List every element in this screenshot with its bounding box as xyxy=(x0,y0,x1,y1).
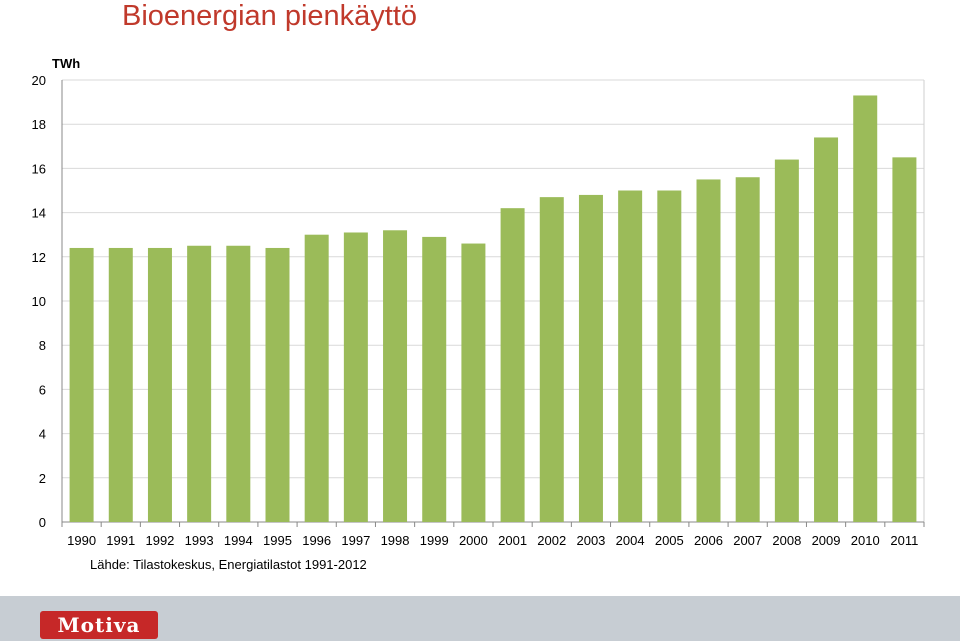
y-tick-label: 14 xyxy=(32,206,46,221)
x-tick-label: 1998 xyxy=(381,533,410,548)
x-tick-label: 2004 xyxy=(616,533,645,548)
x-tick-label: 2005 xyxy=(655,533,684,548)
x-tick-label: 2002 xyxy=(537,533,566,548)
bar xyxy=(343,232,368,523)
bar xyxy=(892,157,917,522)
x-tick-label: 1995 xyxy=(263,533,292,548)
bar xyxy=(108,247,133,522)
y-tick-label: 6 xyxy=(39,382,46,397)
y-tick-label: 18 xyxy=(32,117,46,132)
y-tick-label: 2 xyxy=(39,471,46,486)
motiva-logo[interactable]: Motiva xyxy=(40,611,158,639)
bar-chart: 0 2 4 6 8 10 12 14 16 18 20 1990 1991 1992 1993 1994 199… xyxy=(32,73,925,548)
x-tick-label: 1997 xyxy=(341,533,370,548)
bar xyxy=(735,177,760,523)
y-tick-label: 12 xyxy=(32,250,46,265)
x-tick-label: 1999 xyxy=(420,533,449,548)
x-tick-label: 2001 xyxy=(498,533,527,548)
y-tick-label: 16 xyxy=(32,161,46,176)
bar xyxy=(578,194,603,523)
x-tick-label: 2011 xyxy=(890,533,918,548)
x-tick-label: 2000 xyxy=(459,533,488,548)
bar xyxy=(539,197,564,522)
chart-title: Bioenergian pienkäyttö xyxy=(122,0,418,32)
bar xyxy=(226,245,251,522)
bar xyxy=(187,245,212,522)
x-tick-label: 1991 xyxy=(106,533,135,548)
bar xyxy=(814,137,839,522)
y-tick-label: 0 xyxy=(39,515,46,530)
x-tick-label: 1996 xyxy=(302,533,331,548)
y-tick-label: 8 xyxy=(39,338,46,353)
bar xyxy=(147,247,172,522)
bar xyxy=(657,190,682,522)
x-tick-label: 1990 xyxy=(67,533,96,548)
bar xyxy=(618,190,643,522)
bar xyxy=(304,234,329,522)
x-tick-label: 1994 xyxy=(224,533,253,548)
bar xyxy=(265,247,290,522)
x-tick-label: 2008 xyxy=(772,533,801,548)
x-tick-label: 1993 xyxy=(185,533,214,548)
bar xyxy=(500,208,525,522)
bar xyxy=(853,95,878,522)
x-tick-label: 2006 xyxy=(694,533,723,548)
logo-text: Motiva xyxy=(57,613,141,637)
bar xyxy=(69,247,94,522)
x-tick-label: 2007 xyxy=(733,533,762,548)
source-note: Lähde: Tilastokeskus, Energiatilastot 19… xyxy=(90,557,367,572)
bar xyxy=(383,230,408,522)
x-tick-label: 2010 xyxy=(851,533,880,548)
bar xyxy=(461,243,486,523)
bar xyxy=(422,236,447,522)
y-axis-unit: TWh xyxy=(52,56,81,71)
x-tick-label: 2003 xyxy=(576,533,605,548)
y-tick-label: 4 xyxy=(39,427,46,442)
x-tick-label: 2009 xyxy=(812,533,841,548)
y-tick-label: 20 xyxy=(32,73,46,88)
y-tick-label: 10 xyxy=(32,294,46,309)
footer-band xyxy=(0,596,960,641)
bar xyxy=(696,179,721,522)
x-tick-label: 1992 xyxy=(145,533,174,548)
bar xyxy=(774,159,799,522)
